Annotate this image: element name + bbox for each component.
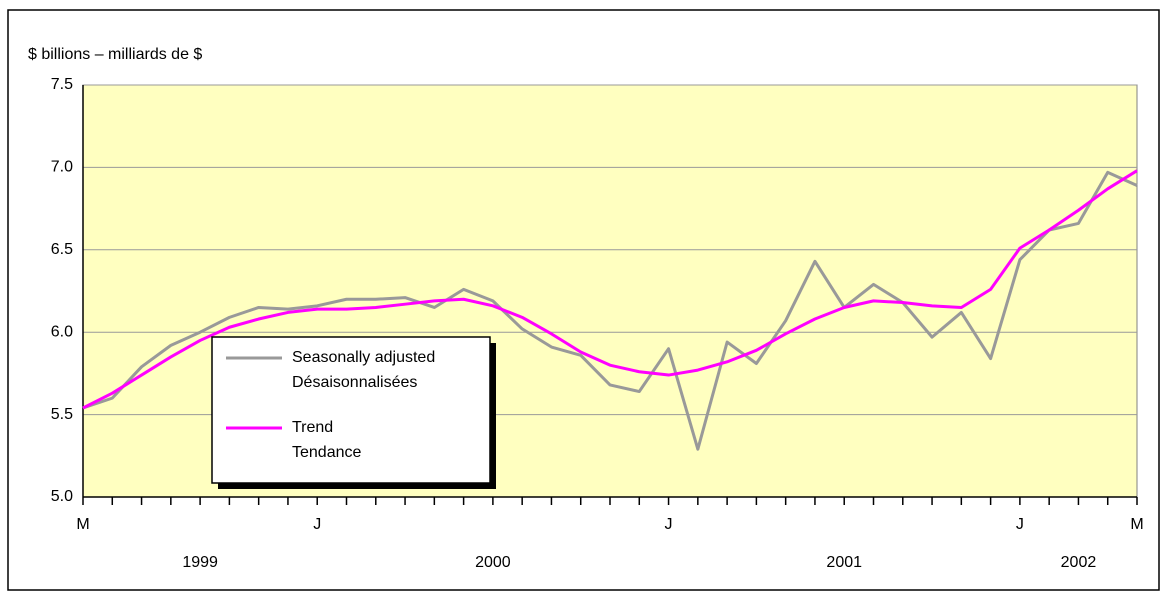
legend-label: Tendance xyxy=(292,444,361,461)
y-tick-label: 5.0 xyxy=(51,488,73,505)
y-axis-label: $ billions – milliards de $ xyxy=(28,46,202,63)
x-tick-label: J xyxy=(1016,516,1024,533)
y-tick-label: 6.0 xyxy=(51,323,73,340)
y-tick-label: 5.5 xyxy=(51,406,73,423)
legend-label: Trend xyxy=(292,419,333,436)
y-tick-label: 6.5 xyxy=(51,241,73,258)
y-tick-label: 7.5 xyxy=(51,76,73,93)
legend-label: Désaisonnalisées xyxy=(292,374,417,391)
year-label: 2001 xyxy=(826,554,862,571)
legend-box xyxy=(211,336,491,484)
x-tick-label: M xyxy=(76,516,89,533)
year-label: 1999 xyxy=(182,554,218,571)
series-line xyxy=(82,169,1138,410)
year-label: 2000 xyxy=(475,554,511,571)
series-line xyxy=(82,170,1138,451)
y-tick-label: 7.0 xyxy=(51,159,73,176)
x-tick-label: J xyxy=(665,516,673,533)
year-label: 2002 xyxy=(1061,554,1097,571)
x-tick-label: M xyxy=(1130,516,1143,533)
legend: Seasonally adjusted Désaisonnalisées Trend… xyxy=(211,336,496,489)
x-tick-label: J xyxy=(313,516,321,533)
legend-label: Seasonally adjusted xyxy=(292,349,435,366)
